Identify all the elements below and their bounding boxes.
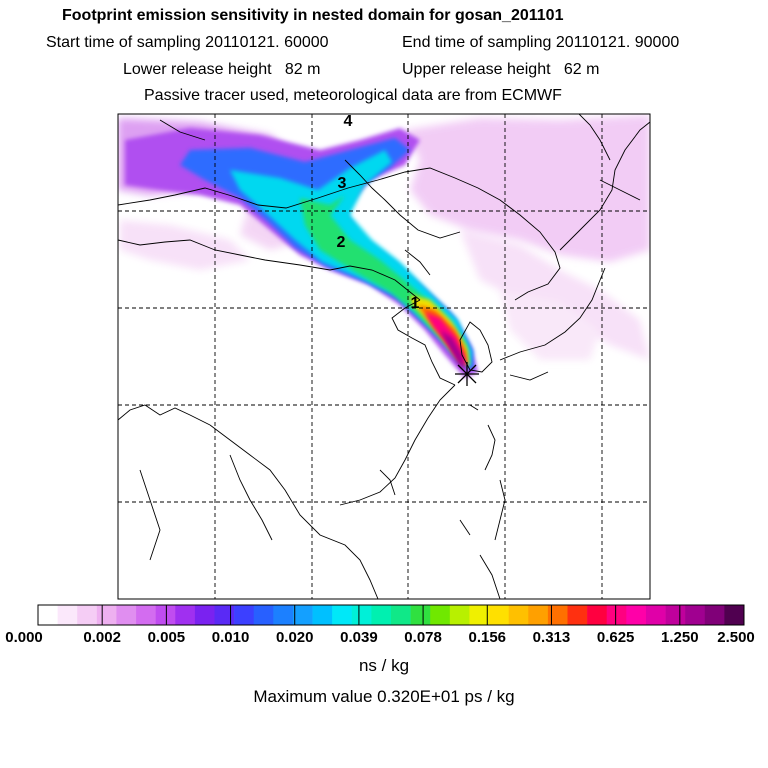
colorbar-tick-label: 0.010 [211, 629, 250, 646]
colorbar-swatch [292, 605, 313, 625]
colorbar-swatch [685, 605, 706, 625]
colorbar-swatch [175, 605, 196, 625]
colorbar-swatch [234, 605, 255, 625]
colorbar-tick-label: 0.000 [5, 629, 43, 646]
colorbar-swatch [116, 605, 137, 625]
day-marker-label: 1 [411, 295, 420, 312]
colorbar-tick-label: 0.039 [340, 629, 378, 646]
colorbar-swatch [57, 605, 78, 625]
colorbar-tick-label: 1.250 [661, 629, 699, 646]
graticule [118, 114, 650, 599]
colorbar-frame [37, 604, 745, 626]
day-marker-label: 2 [337, 234, 346, 251]
colorbar-swatch [665, 605, 686, 625]
colorbar-swatch [155, 605, 176, 625]
receptor-star-icon [455, 362, 479, 386]
colorbar-swatch [273, 605, 294, 625]
day-marker-label: 3 [338, 175, 347, 192]
colorbar-swatch [312, 605, 333, 625]
colorbar-swatch [547, 605, 568, 625]
day-markers: 4 3 2 1 [337, 113, 420, 312]
colorbar-swatch [77, 605, 98, 625]
colorbar-tick-label: 0.156 [468, 629, 507, 646]
colorbar-swatch [38, 605, 58, 625]
colorbar-swatch [253, 605, 274, 625]
colorbar-swatch [351, 605, 372, 625]
upper-height-label: Upper release height 62 m [402, 61, 600, 78]
colorbar-swatch [214, 605, 235, 625]
colorbar-swatch [626, 605, 647, 625]
colorbar-swatch [371, 605, 392, 625]
colorbar-tick-label: 0.020 [275, 629, 314, 646]
tracer-info-label: Passive tracer used, meteorological data… [144, 87, 562, 104]
colorbar-swatch [469, 605, 490, 625]
colorbar-swatch [567, 605, 588, 625]
map-frame [117, 113, 651, 600]
colorbar-swatch [704, 605, 725, 625]
colorbar-tick-label: 0.625 [596, 629, 635, 646]
start-time-label: Start time of sampling 20110121. 60000 [46, 34, 329, 51]
colorbar-swatch [430, 605, 451, 625]
colorbar-swatch [587, 605, 608, 625]
colorbar-tick-label: 0.002 [83, 629, 121, 646]
colorbar-swatch [508, 605, 529, 625]
colorbar-tick-label: 0.005 [147, 629, 186, 646]
colorbar-tick-label: 0.313 [532, 629, 571, 646]
colorbar-swatch [136, 605, 156, 625]
colorbar-swatch [528, 605, 549, 625]
colorbar-swatch [391, 605, 411, 625]
colorbar-swatch [410, 605, 431, 625]
colorbar-swatch [606, 605, 627, 625]
colorbar-swatch [645, 605, 666, 625]
figure-title: Footprint emission sensitivity in nested… [62, 7, 564, 24]
colorbar-swatch [96, 605, 117, 625]
colorbar-units: ns / kg [358, 656, 410, 675]
colorbar-swatch [449, 605, 470, 625]
coastlines [118, 114, 650, 599]
colorbar-tick-label: 0.078 [404, 629, 442, 646]
colorbar-swatch [194, 605, 215, 625]
colorbar-swatch [332, 605, 353, 625]
end-time-label: End time of sampling 20110121. 90000 [402, 34, 680, 51]
colorbar [37, 604, 745, 626]
maximum-value-label: Maximum value 0.320E+01 ps / kg [253, 687, 515, 706]
colorbar-swatch [724, 605, 745, 625]
map-panel [118, 114, 650, 599]
lower-height-label: Lower release height 82 m [123, 61, 321, 78]
colorbar-tick-label: 2.500 [717, 629, 755, 646]
day-marker-label: 4 [344, 113, 353, 130]
colorbar-swatch [489, 605, 509, 625]
